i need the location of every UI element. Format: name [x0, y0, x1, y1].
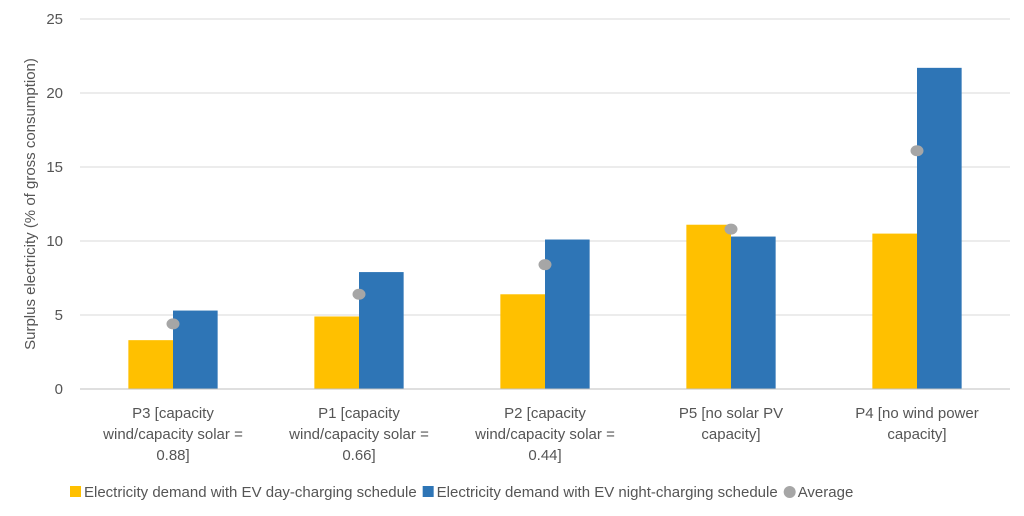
x-tick-label: wind/capacity solar =	[474, 426, 615, 443]
x-tick-label: P3 [capacity	[132, 405, 214, 422]
bar	[359, 272, 404, 389]
y-axis-ticks: 0 5 10 15 20 25	[46, 11, 63, 398]
x-tick-label: P2 [capacity	[504, 405, 586, 422]
bar	[128, 340, 173, 389]
bar	[314, 316, 359, 389]
bars	[128, 67, 962, 389]
x-tick-label: capacity]	[701, 426, 760, 443]
legend-label: Average	[798, 484, 854, 501]
x-tick-label: capacity]	[887, 426, 946, 443]
legend-swatch	[422, 486, 434, 497]
average-point	[910, 145, 924, 157]
bar	[545, 239, 590, 389]
x-tick-label: wind/capacity solar =	[288, 426, 429, 443]
legend-label: Electricity demand with EV night-chargin…	[437, 484, 778, 501]
category-labels: P3 [capacity wind/capacity solar = 0.88] P1…	[102, 405, 979, 464]
x-tick-label: wind/capacity solar =	[102, 426, 243, 443]
legend-swatch	[783, 486, 796, 498]
legend-label: Electricity demand with EV day-charging …	[84, 484, 417, 501]
bar	[872, 233, 917, 389]
y-tick-label: 25	[46, 11, 63, 28]
legend-swatch	[70, 486, 81, 497]
x-tick-label: 0.88]	[156, 447, 189, 464]
average-point	[166, 318, 180, 330]
y-tick-label: 0	[55, 381, 63, 398]
y-axis-title: Surplus electricity (% of gross consumpt…	[22, 58, 39, 350]
bar	[173, 310, 218, 389]
average-point	[724, 223, 738, 235]
bar	[731, 236, 776, 389]
average-point	[352, 288, 366, 300]
x-tick-label: 0.44]	[528, 447, 561, 464]
bar	[917, 67, 962, 389]
bar	[500, 294, 545, 389]
bar	[686, 224, 731, 389]
x-tick-label: 0.66]	[342, 447, 375, 464]
y-tick-label: 5	[55, 307, 63, 324]
average-point	[538, 259, 552, 271]
average-markers	[166, 145, 924, 330]
gridlines	[80, 18, 1010, 316]
y-tick-label: 15	[46, 159, 63, 176]
legend: Electricity demand with EV day-charging …	[70, 484, 853, 501]
y-tick-label: 20	[46, 85, 63, 102]
x-tick-label: P1 [capacity	[318, 405, 400, 422]
x-tick-label: P5 [no solar PV	[679, 405, 783, 422]
y-tick-label: 10	[46, 233, 63, 250]
x-tick-label: P4 [no wind power	[855, 405, 978, 422]
